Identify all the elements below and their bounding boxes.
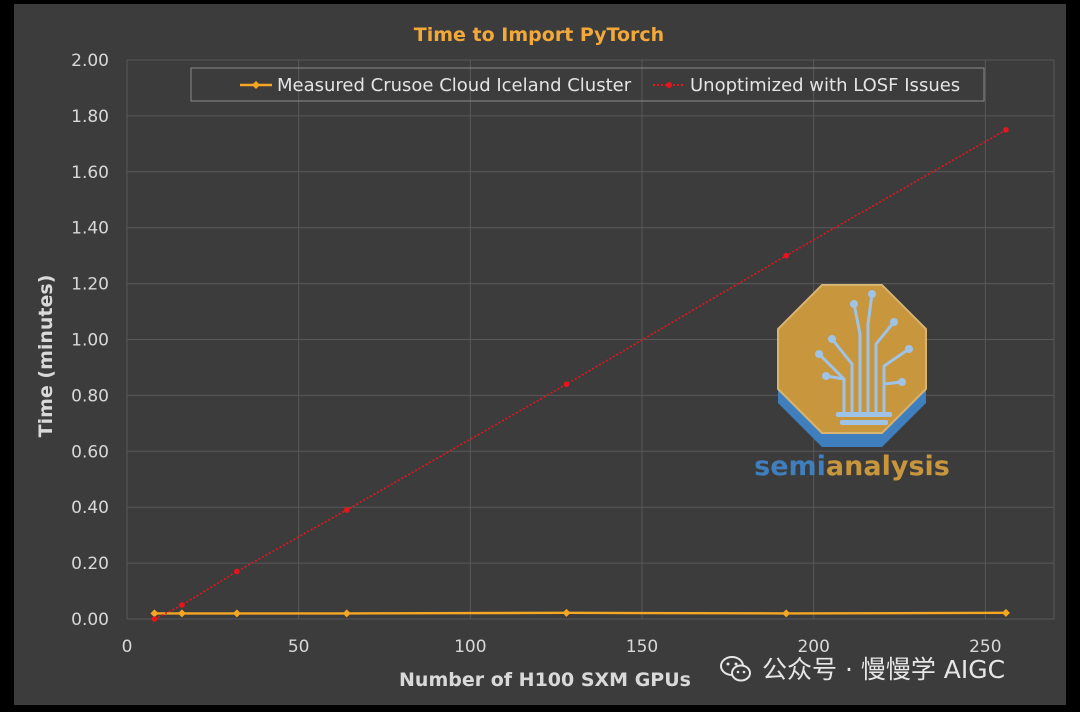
series-point	[232, 609, 241, 618]
series-point	[343, 507, 350, 513]
series-point	[150, 609, 159, 618]
x-tick-label: 100	[454, 637, 486, 657]
wechat-icon	[720, 656, 751, 682]
legend-box	[190, 67, 985, 102]
logo-circuit-nodes	[815, 290, 913, 386]
y-axis-title: Time (minutes)	[35, 275, 57, 438]
grid	[126, 59, 1055, 620]
y-tick-label: 1.00	[71, 331, 109, 351]
series-point	[782, 609, 791, 618]
line-chart: Time to Import PyTorch 0.000.200.400.600…	[35, 24, 1055, 691]
logo-wordmark: semianalysis	[754, 451, 950, 482]
x-tick-label: 200	[797, 637, 829, 657]
chart-title: Time to Import PyTorch	[414, 24, 664, 46]
y-tick-label: 1.40	[71, 219, 109, 239]
series-point	[234, 568, 240, 575]
legend-label-measured: Measured Crusoe Cloud Iceland Cluster	[277, 75, 632, 96]
series-point	[562, 608, 571, 617]
logo-bulb-base	[836, 412, 892, 425]
y-tick-labels: 0.00 0.20 0.40 0.60 0.80 1.00 1.20 1.40 1.60 1.80…	[71, 51, 109, 630]
series-point	[783, 252, 789, 259]
watermark: 公众号 · 慢慢学 AIGC	[712, 651, 1066, 687]
y-tick-label: 1.80	[71, 107, 109, 127]
legend-label-unoptimized: Unoptimized with LOSF Issues	[690, 75, 960, 96]
semianalysis-logo: semianalysis	[754, 284, 950, 482]
y-tick-label: 0.80	[71, 386, 109, 406]
series-point	[179, 602, 185, 608]
legend-marker-unoptimized	[666, 82, 672, 88]
x-axis-title: Number of H100 SXM GPUs	[399, 669, 691, 691]
y-tick-label: 1.60	[71, 163, 109, 183]
series-point	[1003, 127, 1009, 133]
series-layer	[150, 127, 1010, 622]
y-tick-label: 1.20	[71, 275, 109, 295]
series-point	[563, 381, 570, 388]
y-tick-label: 0.60	[71, 442, 109, 462]
series-point	[1001, 608, 1010, 617]
x-tick-labels: 0 50 100 150 200 250	[122, 637, 1002, 657]
x-tick-label: 50	[288, 637, 310, 657]
x-tick-label: 150	[626, 637, 658, 657]
x-tick-label: 250	[969, 637, 1001, 657]
y-tick-label: 0.20	[71, 554, 109, 574]
y-tick-label: 0.40	[71, 498, 109, 518]
legend: Measured Crusoe Cloud Iceland Cluster Un…	[190, 67, 985, 102]
watermark-text: 公众号 · 慢慢学 AIGC	[762, 655, 1005, 684]
y-tick-label: 2.00	[71, 51, 109, 71]
y-tick-label: 0.00	[71, 610, 109, 630]
series-line-0	[154, 611, 1006, 615]
series-point	[177, 609, 186, 618]
logo-word-semi: semi	[754, 451, 826, 482]
series-point	[151, 616, 158, 622]
legend-marker-measured	[252, 81, 260, 89]
logo-word-analysis: analysis	[826, 451, 950, 482]
x-tick-label: 0	[122, 637, 133, 657]
watermark-svg: 公众号 · 慢慢学 AIGC	[720, 655, 1005, 684]
series-point	[342, 609, 351, 618]
logo-octagon	[777, 284, 927, 434]
chart-frame: Time to Import PyTorch 0.00 0.20 0.40 0.60 0…	[14, 4, 1066, 705]
